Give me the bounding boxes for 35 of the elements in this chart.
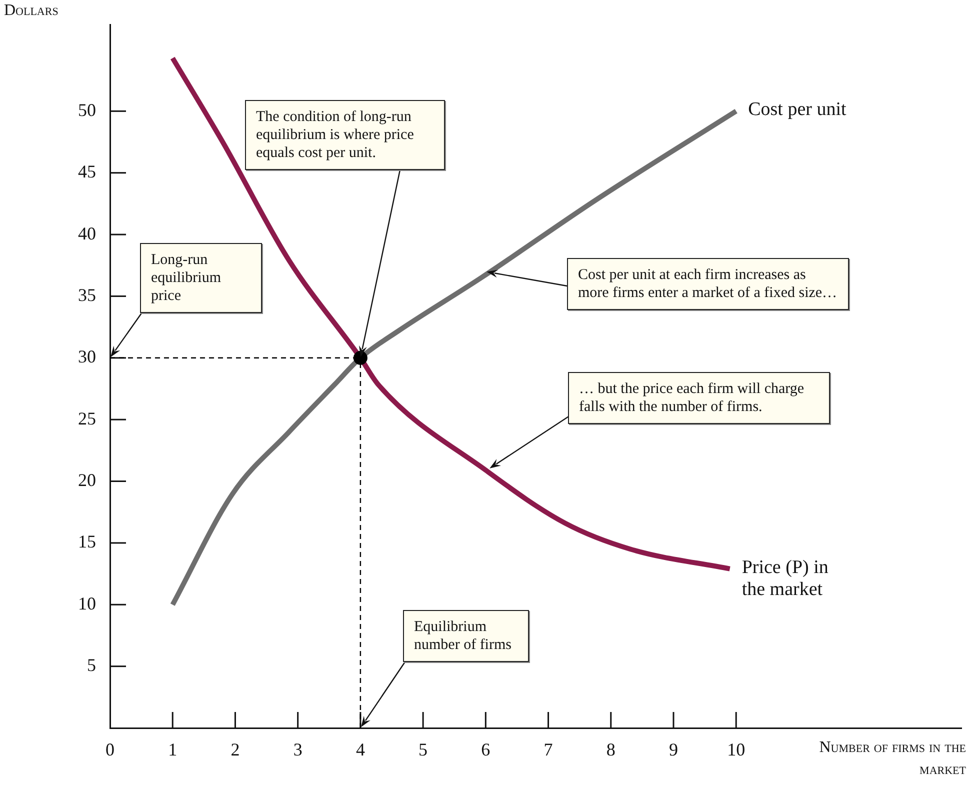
x-tick-label: 7 bbox=[544, 740, 553, 760]
y-tick-label: 15 bbox=[78, 532, 96, 552]
y-tick-label: 10 bbox=[78, 593, 96, 614]
annotation: Equilibrium number of firms bbox=[414, 619, 512, 653]
x-tick-label: 0 bbox=[106, 740, 114, 760]
annotation: … but the price each firm will charge falls with the number of firms. bbox=[579, 381, 804, 415]
callout-box: The condition of long-run equilibrium is where price equals cost per unit. bbox=[245, 100, 445, 170]
y-tick-label: 50 bbox=[78, 100, 96, 120]
annotation: Long-run equilibrium price bbox=[151, 252, 221, 304]
y-tick-label: 25 bbox=[78, 408, 96, 428]
x-tick-label: 10 bbox=[727, 740, 746, 760]
y-axis-title: Dollars bbox=[4, 2, 58, 20]
series-label: Price (P) in the market bbox=[742, 556, 830, 601]
callout-box: Cost per unit at each firm increases as more firms enter a market of a fixed size… bbox=[567, 258, 849, 310]
annotation: Cost per unit at each firm increases as more firms enter a market of a fixed size… bbox=[578, 267, 838, 301]
x-tick-label: 6 bbox=[481, 740, 490, 760]
x-tick-label: 3 bbox=[293, 740, 302, 760]
x-axis-title: Number of firms in the market bbox=[818, 738, 966, 780]
y-tick-label: 30 bbox=[78, 346, 96, 367]
y-tick-label: 5 bbox=[87, 655, 96, 676]
x-tick-label: 9 bbox=[668, 740, 678, 760]
annotation: The condition of long-run equilibrium is where price equals cost per unit. bbox=[256, 109, 414, 161]
x-tick-label: 4 bbox=[356, 740, 365, 760]
y-tick-label: 20 bbox=[78, 470, 96, 490]
callout-box: … but the price each firm will charge falls with the number of firms. bbox=[568, 372, 830, 424]
y-tick-label: 40 bbox=[78, 223, 96, 244]
y-tick-label: 35 bbox=[78, 284, 96, 305]
callout-box: Long-run equilibrium price bbox=[140, 243, 262, 313]
x-tick-label: 2 bbox=[230, 740, 240, 760]
x-tick-label: 1 bbox=[168, 740, 178, 760]
x-tick-label: 5 bbox=[418, 740, 428, 760]
series-label: Cost per unit bbox=[748, 99, 848, 122]
y-tick-label: 45 bbox=[78, 162, 96, 182]
callout-box: Equilibrium number of firms bbox=[403, 610, 529, 662]
x-tick-label: 8 bbox=[606, 740, 616, 760]
